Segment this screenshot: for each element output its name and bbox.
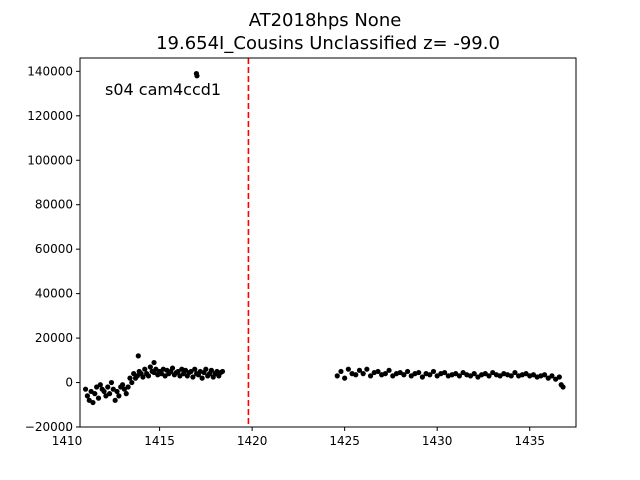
data-point xyxy=(430,368,437,375)
x-tick-label: 1420 xyxy=(237,434,268,448)
data-point xyxy=(208,367,214,373)
data-point xyxy=(375,368,381,375)
data-point xyxy=(203,366,209,372)
data-point xyxy=(442,369,448,376)
ccd-annotation: s04 cam4ccd1 xyxy=(105,80,221,99)
data-point xyxy=(127,375,133,381)
data-point xyxy=(199,375,205,381)
data-point xyxy=(112,397,118,403)
data-point xyxy=(140,374,146,380)
axes-frame xyxy=(79,57,577,428)
x-tick-label: 1410 xyxy=(52,434,83,448)
data-point xyxy=(486,373,492,379)
data-point xyxy=(364,366,370,372)
data-point xyxy=(192,366,198,372)
data-point xyxy=(508,373,514,379)
data-point xyxy=(107,391,113,397)
data-point xyxy=(190,374,196,380)
data-point xyxy=(404,368,411,375)
data-point xyxy=(219,368,226,375)
y-tick-label: 0 xyxy=(65,376,73,390)
y-tick-label: 140000 xyxy=(27,64,73,78)
data-point xyxy=(334,373,340,379)
y-tick-label: 60000 xyxy=(35,242,73,256)
data-point xyxy=(95,395,102,401)
data-point xyxy=(114,388,120,395)
data-point xyxy=(401,372,407,378)
y-tick-label: 20000 xyxy=(35,331,73,345)
data-point xyxy=(194,73,200,79)
data-point xyxy=(338,368,344,375)
data-point xyxy=(125,384,131,390)
data-point xyxy=(345,366,351,372)
data-point xyxy=(416,369,422,376)
y-tick-label: 120000 xyxy=(27,109,73,123)
data-point xyxy=(560,384,566,390)
data-point xyxy=(360,371,366,377)
data-point xyxy=(119,382,126,388)
y-tick-label: 100000 xyxy=(27,153,73,167)
data-point xyxy=(342,375,348,381)
data-point xyxy=(116,393,122,399)
data-point xyxy=(135,353,141,359)
data-point xyxy=(90,399,96,406)
plot-area: 1410 1415 1420 1425 1430 1435 −20000 0 20000 4000… xyxy=(25,57,577,448)
data-point xyxy=(151,359,157,366)
x-tick-label: 1430 xyxy=(422,434,453,448)
data-point xyxy=(367,373,374,379)
x-tick-label: 1425 xyxy=(329,434,360,448)
data-point xyxy=(427,372,433,378)
data-point xyxy=(541,372,548,378)
data-point xyxy=(419,374,425,380)
data-point xyxy=(456,373,462,379)
chart-title: AT2018hps None xyxy=(249,10,402,31)
data-point xyxy=(386,367,392,373)
data-point xyxy=(512,369,518,376)
x-tick-label: 1435 xyxy=(514,434,545,448)
data-point xyxy=(129,379,135,386)
data-point xyxy=(556,374,562,380)
data-point xyxy=(105,384,111,390)
data-point xyxy=(142,366,148,372)
data-point xyxy=(123,391,129,397)
y-tick-label: 80000 xyxy=(35,198,73,212)
data-point xyxy=(97,382,103,388)
chart-subtitle: 19.654I_Cousins Unclassified z= -99.0 xyxy=(156,33,500,54)
data-point xyxy=(108,379,115,386)
data-point xyxy=(353,372,359,378)
data-point xyxy=(92,391,98,397)
data-point xyxy=(147,364,153,370)
data-point xyxy=(471,371,477,377)
data-point xyxy=(169,365,176,371)
data-point xyxy=(549,373,555,379)
data-point xyxy=(82,386,89,392)
data-point xyxy=(84,393,90,399)
y-tick-label: −20000 xyxy=(25,420,73,434)
data-point xyxy=(101,388,107,395)
x-tick-label: 1415 xyxy=(144,434,175,448)
y-tick-label: 40000 xyxy=(35,287,73,301)
data-point xyxy=(382,371,388,377)
data-point xyxy=(145,373,152,379)
data-point xyxy=(356,367,363,373)
